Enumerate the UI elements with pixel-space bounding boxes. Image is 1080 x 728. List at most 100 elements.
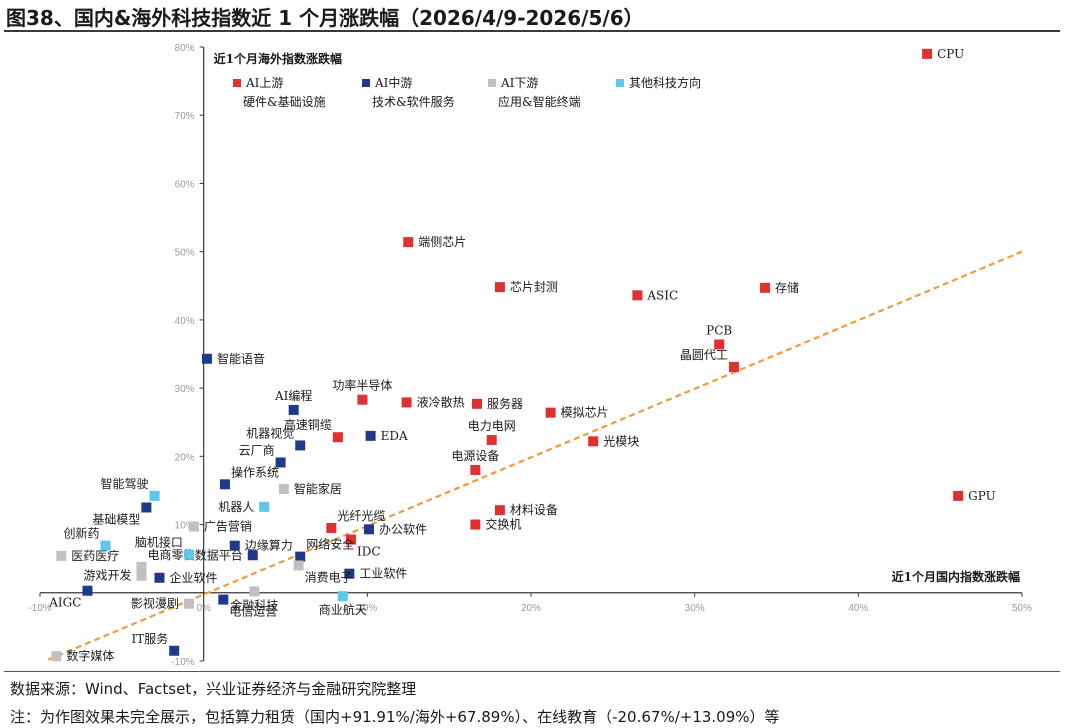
footnote: 注：为作图效果未完全展示，包括算力租赁（国内+91.91%/海外+67.89%）… (10, 708, 780, 726)
data-point (295, 551, 306, 562)
data-point (760, 282, 771, 293)
x-tick-label: 0% (196, 603, 211, 614)
legend-label: AI下游 (500, 76, 538, 90)
point-label: 电商零售 (147, 547, 195, 562)
point-label: 模拟芯片 (561, 406, 609, 420)
point-label: IT服务 (131, 631, 168, 646)
point-label: 金融科技 (230, 597, 278, 612)
point-label: 消费电子 (305, 570, 353, 584)
data-point (288, 404, 299, 415)
point-label: 交换机 (485, 517, 521, 532)
data-point (100, 540, 111, 551)
x-tick-label: 40% (848, 603, 868, 614)
data-point (728, 361, 739, 372)
data-point (345, 534, 356, 545)
point-label: GPU (968, 489, 996, 503)
y-tick-label: 10% (175, 521, 195, 532)
legend-swatch (233, 79, 241, 87)
data-point (922, 48, 933, 59)
point-label: 电力电网 (468, 419, 516, 433)
data-point (183, 549, 194, 560)
y-tick-label: 60% (175, 179, 195, 190)
point-label: 晶圆代工 (680, 348, 728, 362)
data-point (136, 570, 147, 581)
point-label: 机器视觉 (246, 425, 294, 440)
point-label: 端侧芯片 (418, 235, 466, 249)
point-label: 操作系统 (231, 464, 279, 479)
point-label: 办公软件 (379, 521, 427, 536)
legend-sublabel: 技术&软件服务 (372, 94, 455, 109)
point-label: 数据平台 (195, 547, 243, 562)
data-point (486, 434, 497, 445)
x-tick-label: 10% (357, 603, 377, 614)
data-point (247, 550, 258, 561)
point-label: AIGC (48, 596, 81, 610)
data-point (293, 560, 304, 571)
point-label: 材料设备 (510, 503, 558, 517)
point-label: 服务器 (487, 396, 523, 411)
x-tick-label: -10% (28, 603, 51, 614)
data-point (82, 585, 93, 596)
point-label: 广告营销 (204, 520, 252, 534)
data-point (403, 237, 414, 248)
point-label: 智能家居 (294, 481, 342, 496)
legend-label: AI中游 (374, 75, 412, 90)
data-point (494, 505, 505, 516)
data-point (588, 436, 599, 447)
data-point (326, 522, 337, 533)
point-label: 液冷散热 (417, 394, 465, 409)
data-point (470, 464, 481, 475)
y-tick-label: 30% (175, 384, 195, 395)
data-point (344, 568, 355, 579)
x-tick-label: 30% (685, 603, 705, 614)
point-label: 企业软件 (169, 570, 217, 585)
y-axis-title: 近1个月海外指数涨跌幅 (214, 51, 342, 66)
data-point (953, 490, 964, 501)
point-label: 云厂商 (239, 442, 275, 457)
data-point (632, 290, 643, 301)
footer-divider (4, 671, 1060, 672)
data-point (183, 598, 194, 609)
data-point (149, 490, 160, 501)
data-point (218, 594, 229, 605)
y-tick-label: 80% (175, 43, 195, 54)
data-point (136, 561, 147, 572)
point-label: 芯片封测 (510, 280, 558, 294)
data-point (332, 432, 343, 443)
point-label: 光模块 (603, 434, 639, 448)
y-tick-label: -10% (171, 657, 194, 668)
data-point (295, 440, 306, 451)
point-label: PCB (706, 323, 732, 337)
data-point (401, 397, 412, 408)
point-label: 存储 (775, 280, 799, 295)
data-point (259, 501, 270, 512)
trend-line (47, 250, 1023, 661)
legend-swatch (488, 79, 496, 87)
point-label: 网络安全 (306, 537, 354, 552)
point-label: 基础模型 (92, 513, 140, 527)
point-label: 商业航天 (319, 602, 367, 617)
point-label: IDC (357, 545, 381, 559)
data-point (714, 339, 725, 350)
trend-layer (47, 250, 1023, 661)
y-tick-label: 20% (175, 452, 195, 463)
point-label: 游戏开发 (83, 568, 131, 583)
point-label: 功率半导体 (332, 378, 392, 393)
data-point (275, 457, 286, 468)
point-label: 光纤光缆 (337, 509, 385, 523)
data-point (154, 572, 165, 583)
legend-label: AI上游 (245, 76, 283, 90)
point-label: 智能语音 (217, 351, 265, 366)
legend-swatch (616, 79, 624, 87)
point-label: 边缘算力 (245, 538, 293, 553)
y-tick-label: 70% (175, 111, 195, 122)
y-tick-label: 40% (175, 316, 195, 327)
data-point (363, 524, 374, 535)
point-label: 机器人 (218, 500, 254, 514)
point-label: 数字媒体 (66, 648, 114, 663)
data-point (201, 353, 212, 364)
x-axis-title: 近1个月国内指数涨跌幅 (892, 569, 1020, 584)
data-point (51, 651, 62, 662)
